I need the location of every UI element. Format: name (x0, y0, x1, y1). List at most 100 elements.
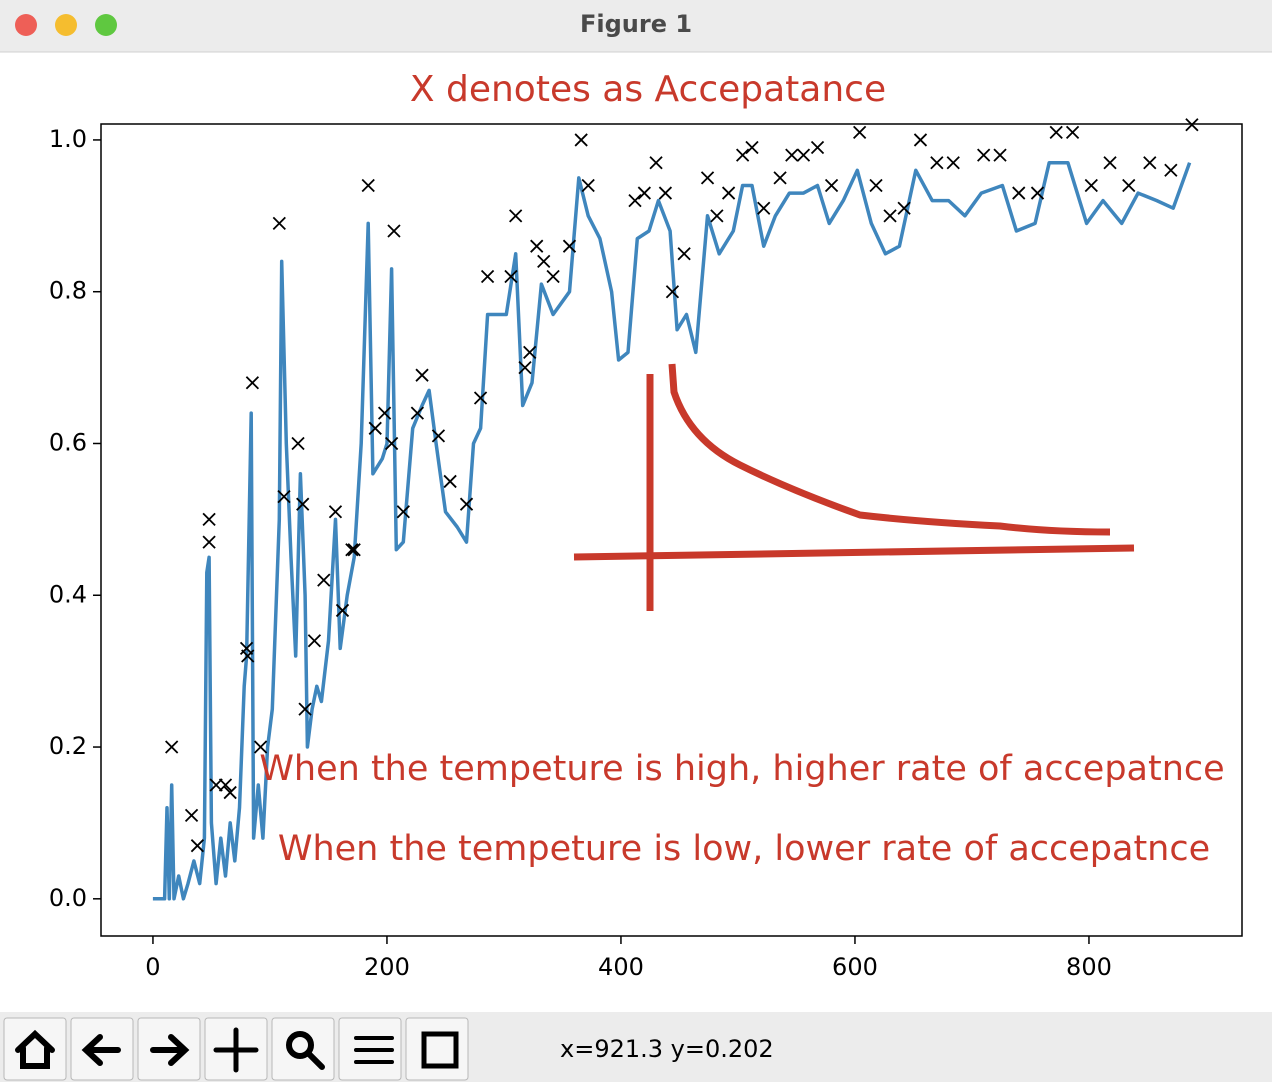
acceptance-marker (459, 497, 474, 511)
acceptance-marker (209, 778, 223, 792)
zoom-tool-button[interactable] (271, 1017, 335, 1081)
acceptance-marker (574, 133, 588, 147)
acceptance-marker (785, 148, 799, 162)
acceptance-marker (431, 429, 446, 443)
acceptance-marker (245, 376, 260, 390)
acceptance-marker (810, 140, 825, 155)
acceptance-marker (977, 148, 991, 162)
acceptance-marker (328, 505, 343, 519)
data-line (152, 160, 1192, 901)
drawn-axis-horizontal (573, 544, 1135, 561)
x-tick-label: 800 (1066, 953, 1112, 981)
acceptance-marker (1103, 156, 1117, 170)
acceptance-marker (1122, 178, 1136, 193)
acceptance-marker (190, 839, 205, 853)
acceptance-marker (628, 194, 642, 208)
acceptance-marker (165, 740, 179, 754)
acceptance-marker (387, 224, 401, 238)
acceptance-marker (930, 156, 944, 170)
acceptance-marker (530, 239, 544, 253)
acceptance-marker (736, 148, 750, 162)
acceptance-marker (335, 603, 350, 618)
acceptance-marker (546, 269, 560, 284)
acceptance-marker (993, 148, 1007, 162)
save-button[interactable] (405, 1017, 469, 1081)
minimize-button[interactable] (55, 14, 77, 36)
x-tick-label: 600 (832, 953, 878, 981)
zoom-icon (286, 1031, 314, 1059)
acceptance-marker (347, 543, 361, 557)
acceptance-marker (1012, 186, 1026, 200)
acceptance-marker (913, 133, 928, 147)
y-tick-label: 0.4 (49, 580, 87, 608)
back-icon (81, 1034, 121, 1066)
drawn-curve (668, 363, 1111, 536)
window-title: Figure 1 (580, 10, 692, 38)
plot-area (152, 118, 1199, 901)
acceptance-marker (184, 808, 199, 822)
acceptance-marker (677, 247, 691, 261)
acceptance-marker (562, 239, 577, 253)
x-tick-label: 0 (145, 953, 160, 981)
annotation: When the tempeture is low, lower rate of… (278, 829, 1210, 869)
acceptance-marker (298, 702, 312, 716)
acceptance-marker (317, 573, 331, 587)
y-tick-label: 1.0 (49, 125, 87, 153)
acceptance-marker (291, 436, 305, 451)
close-button[interactable] (15, 14, 37, 36)
configure-icon (354, 1036, 394, 1064)
acceptance-marker (377, 406, 392, 420)
y-tick-label: 0.0 (49, 884, 87, 912)
acceptance-marker (581, 178, 595, 193)
acceptance-marker (504, 269, 518, 284)
acceptance-marker (637, 186, 651, 200)
acceptance-marker (410, 406, 425, 420)
acceptance-marker (523, 345, 537, 360)
hand-drawing (573, 363, 1135, 611)
title-bar (0, 0, 1272, 52)
y-tick-label: 0.6 (49, 428, 87, 456)
acceptance-marker (277, 489, 291, 504)
acceptance-marker (272, 216, 286, 231)
annotation: When the tempeture is high, higher rate … (259, 749, 1224, 789)
acceptance-marker (869, 178, 883, 193)
acceptance-marker (796, 148, 811, 162)
acceptance-marker (853, 125, 867, 139)
x-tick-label: 200 (364, 953, 410, 981)
acceptance-marker (345, 543, 359, 557)
zoom-button[interactable] (95, 14, 117, 36)
x-tick-label: 400 (598, 953, 644, 981)
home-button[interactable] (3, 1017, 67, 1081)
forward-icon (150, 1034, 190, 1066)
acceptance-marker (480, 269, 495, 284)
acceptance-marker (218, 778, 233, 792)
acceptance-marker (223, 785, 237, 800)
acceptance-marker (1049, 125, 1063, 139)
acceptance-marker (1084, 178, 1098, 193)
acceptance-marker (1143, 156, 1157, 170)
pan-icon (213, 1027, 259, 1073)
y-tick-label: 0.8 (49, 277, 87, 305)
acceptance-marker (361, 178, 375, 193)
acceptance-marker (1065, 125, 1080, 139)
acceptance-marker (710, 209, 724, 223)
acceptance-marker (897, 201, 911, 215)
acceptance-marker (473, 391, 488, 405)
acceptance-marker (665, 285, 680, 299)
acceptance-marker (658, 186, 673, 200)
toolbar-icons (15, 1027, 459, 1073)
acceptance-marker (1164, 163, 1178, 177)
acceptance-marker (773, 171, 787, 185)
save-icon (421, 1031, 459, 1069)
acceptance-marker (649, 156, 663, 170)
acceptance-marker (518, 360, 532, 375)
zoom-icon-handle (305, 1050, 325, 1070)
acceptance-marker (202, 512, 216, 527)
acceptance-marker (1030, 186, 1045, 200)
acceptance-marker (721, 186, 736, 200)
acceptance-marker (368, 421, 382, 435)
acceptance-marker (307, 634, 322, 648)
acceptance-marker (745, 140, 759, 155)
